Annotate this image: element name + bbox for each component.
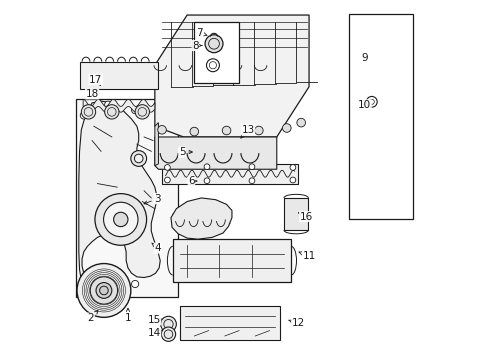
Circle shape <box>80 112 87 119</box>
Polygon shape <box>155 123 158 166</box>
Bar <box>348 14 412 220</box>
Circle shape <box>104 286 112 293</box>
Circle shape <box>96 283 112 298</box>
Circle shape <box>77 264 131 318</box>
Bar <box>80 62 158 89</box>
Bar <box>180 306 280 339</box>
Circle shape <box>296 118 305 127</box>
Text: 15: 15 <box>147 315 162 325</box>
Text: 18: 18 <box>85 89 99 99</box>
Circle shape <box>282 124 290 132</box>
Bar <box>162 164 298 184</box>
Circle shape <box>203 164 209 170</box>
Bar <box>76 99 178 297</box>
Text: 7: 7 <box>196 28 206 38</box>
Text: 3: 3 <box>143 194 161 204</box>
Text: 10: 10 <box>357 100 370 110</box>
Circle shape <box>104 101 112 108</box>
Text: 16: 16 <box>298 212 312 221</box>
Text: 4: 4 <box>151 243 161 253</box>
Circle shape <box>158 126 166 134</box>
Text: 1: 1 <box>124 308 131 323</box>
Polygon shape <box>79 101 160 284</box>
Circle shape <box>248 164 254 170</box>
Bar <box>193 22 239 83</box>
Circle shape <box>248 178 254 184</box>
Text: 13: 13 <box>240 125 254 138</box>
Text: 12: 12 <box>288 319 305 328</box>
Text: 9: 9 <box>361 53 367 63</box>
Circle shape <box>134 154 142 163</box>
Circle shape <box>190 127 198 136</box>
Bar <box>172 239 290 282</box>
Text: 2: 2 <box>87 311 98 323</box>
Circle shape <box>135 105 149 119</box>
Circle shape <box>81 105 96 119</box>
Text: 6: 6 <box>188 176 197 186</box>
Circle shape <box>222 126 230 135</box>
Circle shape <box>289 177 295 183</box>
Circle shape <box>90 277 117 304</box>
Polygon shape <box>83 99 155 112</box>
Circle shape <box>113 212 128 226</box>
Circle shape <box>160 316 176 332</box>
Circle shape <box>204 35 223 53</box>
Circle shape <box>100 286 108 295</box>
Circle shape <box>131 280 139 288</box>
Circle shape <box>164 177 170 183</box>
Text: 5: 5 <box>179 147 192 157</box>
Circle shape <box>131 107 139 114</box>
Bar <box>284 198 308 230</box>
Polygon shape <box>155 137 276 169</box>
Circle shape <box>203 178 209 184</box>
Text: 14: 14 <box>147 328 162 338</box>
Polygon shape <box>171 198 231 239</box>
Circle shape <box>104 105 119 119</box>
Polygon shape <box>155 15 308 137</box>
Text: 17: 17 <box>89 75 102 85</box>
Circle shape <box>103 202 138 237</box>
Circle shape <box>254 126 263 135</box>
Circle shape <box>80 280 87 288</box>
Circle shape <box>95 194 146 245</box>
Circle shape <box>289 165 295 170</box>
Circle shape <box>131 150 146 166</box>
Circle shape <box>161 327 175 341</box>
Text: 11: 11 <box>298 251 315 261</box>
Circle shape <box>164 165 170 170</box>
Text: 8: 8 <box>192 41 202 50</box>
